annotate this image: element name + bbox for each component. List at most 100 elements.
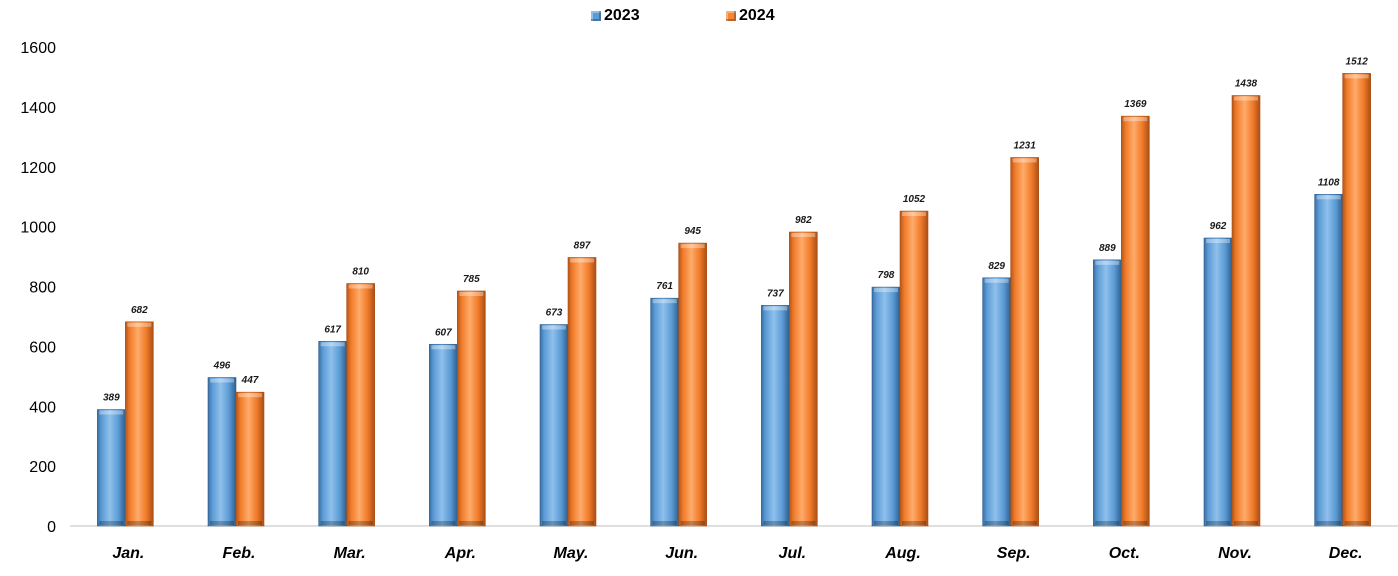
legend: 2023 2024: [0, 7, 1398, 29]
axes: 0 200 400 600 800 1000 1200 1400 1600 Jan. Feb. Mar…: [20, 40, 1398, 562]
data-label: 1108: [1318, 177, 1340, 188]
bar-body: [1342, 73, 1371, 527]
bar-bevel-top: [902, 212, 926, 217]
bar-body: [1121, 115, 1150, 527]
bar-bevel-bottom: [127, 521, 152, 525]
bar-bevel-bottom: [238, 521, 262, 525]
bar-bevel-bottom: [984, 521, 1009, 525]
legend-item-2024: 2024: [726, 7, 775, 25]
x-tick-label: Apr.: [444, 545, 476, 562]
x-tick-label: May.: [554, 545, 589, 562]
data-label: 447: [241, 375, 259, 386]
data-label: 945: [684, 226, 701, 237]
legend-swatch-2024: [726, 11, 736, 21]
bar-body: [761, 305, 790, 527]
bar-body: [567, 257, 597, 527]
bar-2023: [1314, 193, 1343, 527]
legend-label-2024: 2024: [739, 7, 775, 24]
bar-2024: [899, 210, 929, 527]
bar-bevel-bottom: [680, 521, 705, 525]
data-label: 617: [324, 324, 341, 335]
bar-bevel-top: [1206, 239, 1230, 244]
bar-body: [97, 409, 126, 527]
bar-bevel-top: [763, 306, 788, 311]
data-label: 785: [463, 274, 480, 285]
legend-swatch-2023: [591, 11, 601, 21]
x-tick-label: Aug.: [884, 545, 921, 562]
bar-2023: [97, 409, 126, 527]
x-tick-label: Dec.: [1329, 545, 1363, 562]
bar-bevel-top: [1095, 260, 1120, 265]
bar-bevel-bottom: [1123, 521, 1148, 525]
bar-2024: [678, 242, 707, 527]
data-label: 496: [213, 361, 231, 372]
bar-bevel-bottom: [791, 521, 816, 525]
bar-body: [871, 286, 901, 527]
data-label: 761: [656, 281, 673, 292]
x-tick-label: Feb.: [223, 545, 256, 562]
bar-bevel-top: [99, 410, 124, 415]
bar-2024: [235, 391, 265, 527]
bar-2023: [1203, 237, 1233, 527]
bar-bevel-bottom: [570, 521, 594, 525]
bar-body: [650, 297, 679, 527]
data-label: 673: [546, 308, 563, 319]
bar-bevel-top: [1316, 195, 1341, 200]
bar-2024: [789, 231, 818, 527]
bar-bevel-top: [127, 322, 152, 327]
bar-bevel-top: [238, 393, 262, 398]
bar-body: [457, 290, 486, 527]
legend-item-2023: 2023: [591, 7, 640, 25]
y-tick-label: 1600: [20, 40, 56, 57]
bar-2024: [567, 257, 597, 527]
bar-bevel-top: [874, 288, 898, 293]
bar-body: [429, 343, 458, 527]
data-label: 737: [767, 288, 784, 299]
bar-bevel-bottom: [431, 521, 456, 525]
bar-2023: [539, 324, 569, 527]
bar-2023: [761, 305, 790, 527]
bar-bevel-bottom: [763, 521, 788, 525]
bar-bevel-bottom: [542, 521, 566, 525]
bar-body: [1231, 95, 1261, 527]
data-label: 1052: [903, 194, 926, 205]
bar-body: [982, 277, 1011, 527]
bar-body: [678, 242, 707, 527]
data-labels: 389 682 496 447 617 810 607 785 673 897 761 945 737 9…: [103, 56, 1368, 403]
bar-bevel-bottom: [1344, 521, 1369, 525]
bar-bevel-bottom: [320, 521, 345, 525]
bar-2024: [125, 321, 154, 527]
x-tick-label: Jan.: [112, 545, 144, 562]
bar-body: [207, 377, 237, 527]
bars: [97, 73, 1371, 527]
y-tick-label: 400: [29, 399, 56, 416]
data-label: 889: [1099, 243, 1116, 254]
bar-2023: [207, 377, 237, 527]
bar-2023: [982, 277, 1011, 527]
y-tick-label: 200: [29, 459, 56, 476]
bar-bevel-top: [320, 342, 345, 347]
bar-bevel-bottom: [902, 521, 926, 525]
bar-bevel-bottom: [210, 521, 234, 525]
x-tick-label: Nov.: [1218, 545, 1252, 562]
bar-bevel-bottom: [99, 521, 124, 525]
bar-bevel-top: [680, 244, 705, 249]
legend-label-2023: 2023: [604, 7, 640, 24]
bar-bevel-bottom: [348, 521, 373, 525]
y-tick-label: 0: [47, 519, 56, 536]
bar-bevel-top: [1012, 158, 1037, 163]
bar-bevel-bottom: [1234, 521, 1258, 525]
bar-body: [789, 231, 818, 527]
bar-bevel-bottom: [459, 521, 484, 525]
bar-body: [1314, 193, 1343, 527]
bar-bevel-bottom: [652, 521, 677, 525]
y-tick-label: 1000: [20, 220, 56, 237]
bar-bevel-top: [1344, 74, 1369, 79]
bar-body: [318, 340, 347, 527]
bar-bevel-top: [348, 284, 373, 289]
bar-bevel-top: [791, 233, 816, 238]
data-label: 829: [988, 261, 1005, 272]
bar-2023: [1093, 259, 1122, 527]
